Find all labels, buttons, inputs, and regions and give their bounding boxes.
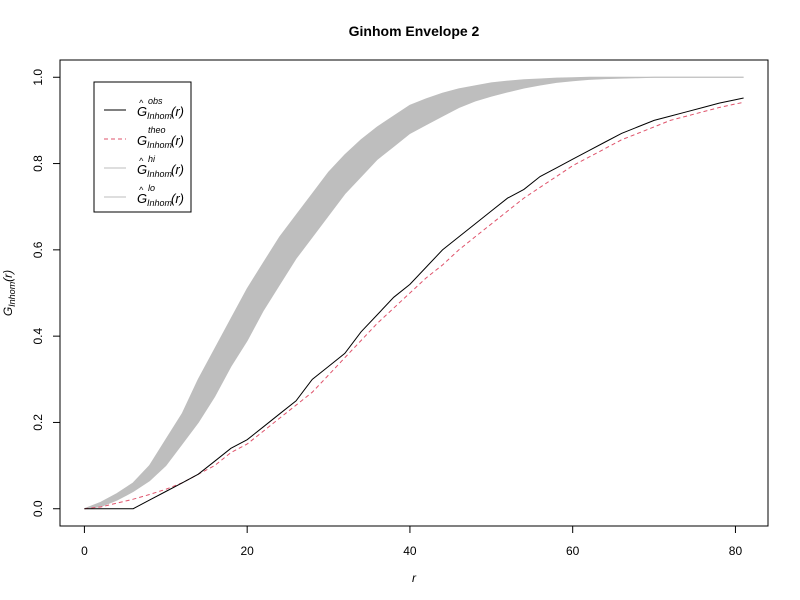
legend-label-obs: G [137,104,147,119]
legend-sup: obs [148,96,163,106]
legend-sup: hi [148,154,156,164]
legend-arg: (r) [171,133,184,148]
series-line-theo [84,101,744,510]
legend-label-lo: G [137,191,147,206]
legend-box [93,81,192,213]
x-tick-label: 40 [403,544,417,558]
y-tick-label: 0.0 [31,500,45,517]
legend-hat-mark: ^ [139,156,144,166]
envelope-layer [84,76,744,510]
envelope-band [84,77,744,509]
y-tick-label: 0.4 [31,327,45,344]
x-tick-label: 20 [240,544,254,558]
y-axis: 0.0 0.2 0.4 0.6 0.8 1.0 [31,69,60,517]
legend-arg: (r) [171,162,184,177]
y-tick-label: 1.0 [31,69,45,86]
y-tick-label: 0.2 [31,414,45,431]
y-tick-label: 0.6 [31,241,45,258]
legend-hat-mark: ^ [139,185,144,195]
legend-sub: Inhom [147,169,173,179]
legend-sup: lo [148,183,155,193]
x-tick-label: 80 [729,544,743,558]
x-axis-label: r [412,571,417,585]
legend-sub: Inhom [147,198,173,208]
series-line-lo [84,76,744,510]
legend-arg: (r) [171,104,184,119]
series-line-obs [84,97,744,510]
y-axis-label: GInhom(r) [1,270,17,316]
x-tick-label: 0 [81,544,88,558]
chart-title: Ginhom Envelope 2 [349,23,480,39]
legend-hat-mark: ^ [139,98,144,108]
x-axis: 0 20 40 60 80 [81,525,743,558]
legend-label-theo: G [137,133,147,148]
legend-label-hi: G [137,162,147,177]
legend-sub: Inhom [147,111,173,121]
x-tick-label: 60 [566,544,580,558]
legend-sup: theo [148,125,166,135]
y-tick-label: 0.8 [31,155,45,172]
legend-sub: Inhom [147,140,173,150]
legend-arg: (r) [171,191,184,206]
